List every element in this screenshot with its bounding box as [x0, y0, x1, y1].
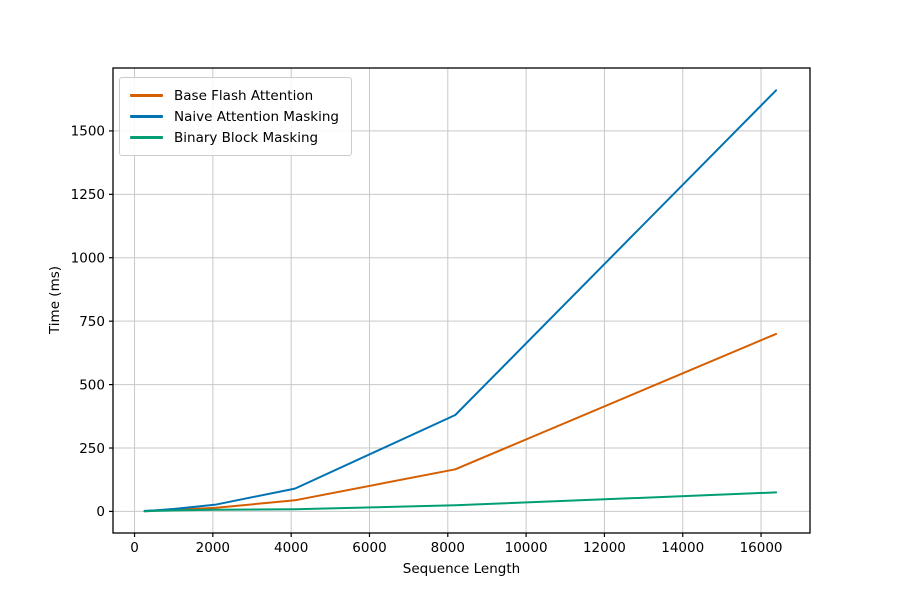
y-axis-label: Time (ms) — [47, 265, 63, 335]
y-tick-label: 250 — [79, 441, 105, 457]
legend-line-swatch — [130, 94, 163, 97]
y-tick-label: 1250 — [71, 187, 105, 203]
y-tick-label: 0 — [96, 504, 105, 520]
legend-item: Base Flash Attention — [130, 85, 339, 106]
y-tick-label: 500 — [79, 377, 105, 393]
x-tick-label: 14000 — [661, 540, 704, 556]
legend-item-label: Base Flash Attention — [174, 87, 314, 104]
x-tick-label: 16000 — [740, 540, 783, 556]
legend-item: Naive Attention Masking — [130, 106, 339, 127]
legend: Base Flash Attention Naive Attention Mas… — [119, 77, 352, 156]
legend-item: Binary Block Masking — [130, 127, 339, 148]
x-tick-label: 6000 — [352, 540, 386, 556]
y-tick-label: 1000 — [71, 251, 105, 267]
x-tick-label: 12000 — [583, 540, 626, 556]
x-axis-label: Sequence Length — [402, 561, 521, 577]
legend-line-swatch — [130, 136, 163, 139]
x-tick-label: 4000 — [274, 540, 308, 556]
x-tick-label: 8000 — [431, 540, 465, 556]
legend-item-label: Binary Block Masking — [174, 129, 319, 146]
x-tick-label: 10000 — [505, 540, 548, 556]
series-line-binary-block-masking — [143, 491, 778, 513]
axes-spines — [112, 67, 811, 534]
y-tick-label: 1500 — [71, 124, 105, 140]
x-tick-label: 0 — [130, 540, 139, 556]
legend-item-label: Naive Attention Masking — [174, 108, 339, 125]
legend-line-swatch — [130, 115, 163, 118]
x-tick-label: 2000 — [196, 540, 230, 556]
y-tick-label: 750 — [79, 314, 105, 330]
